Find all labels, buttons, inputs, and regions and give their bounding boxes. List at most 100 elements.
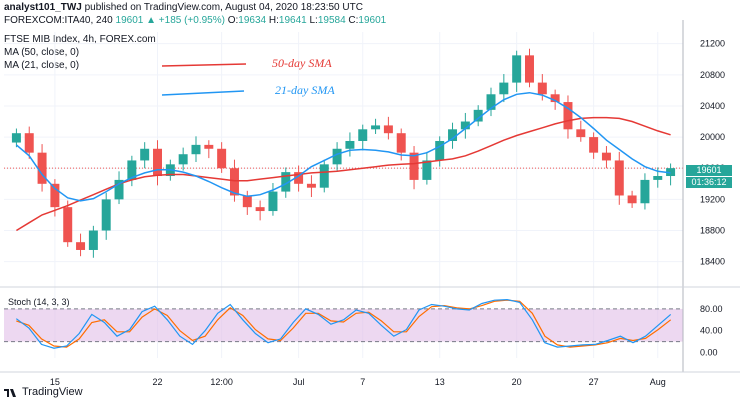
candle-body — [242, 195, 252, 208]
time-tick-label: 12:00 — [210, 377, 233, 387]
candle-body — [88, 230, 98, 250]
price-tick-label: 18400 — [700, 257, 725, 267]
candle-body — [229, 168, 239, 196]
candle-body — [101, 199, 111, 231]
legend-sma21-label: 21-day SMA — [275, 83, 335, 97]
candle-body — [601, 152, 611, 161]
time-tick-label: 20 — [512, 377, 522, 387]
time-tick-label: Jul — [293, 377, 305, 387]
candle-body — [371, 125, 381, 130]
symbol-line: FOREXCOM:ITA40, 240 19601 ▲ +185 (+0.95%… — [4, 15, 386, 26]
candle-body — [409, 152, 419, 180]
candle-body — [204, 144, 214, 149]
last-price-tag: 19601 — [686, 165, 732, 176]
tradingview-logo-icon — [4, 389, 16, 397]
candle-body — [268, 191, 278, 212]
stoch-k-line — [15, 298, 672, 349]
countdown-tag: 01:36:12 — [686, 177, 732, 188]
candle-body — [396, 133, 406, 153]
candle-body — [63, 207, 73, 243]
candle-body — [627, 195, 637, 204]
candle-body — [460, 121, 470, 130]
candle-body — [383, 125, 393, 134]
stochastic-panel: Stoch (14, 3, 3) — [4, 297, 683, 349]
candle-body — [563, 102, 573, 130]
candle-body — [550, 94, 560, 103]
high-label: H: — [268, 15, 279, 26]
price-tick-label: 19200 — [700, 194, 725, 204]
author-name[interactable]: analyst101_TWJ — [4, 2, 82, 13]
legend-sma50-swatch — [161, 63, 247, 67]
close-value: 19601 — [358, 15, 387, 26]
open-value: 19634 — [238, 15, 267, 26]
candle-body — [666, 168, 676, 177]
candle-body — [512, 55, 522, 83]
candle-body — [37, 152, 47, 184]
candle-body — [11, 133, 21, 143]
price-tick-label: 18800 — [700, 226, 725, 236]
candle-body — [140, 148, 150, 161]
candle-body — [640, 179, 650, 204]
sma-lines — [15, 91, 671, 232]
legend-sma50-label: 50-day SMA — [272, 56, 332, 70]
stoch-title: Stoch (14, 3, 3) — [8, 297, 70, 307]
candle-body — [422, 160, 432, 180]
low-label: L: — [309, 15, 318, 26]
price-tick-label: 20800 — [700, 70, 725, 80]
stoch-tick-label: 80.00 — [700, 304, 723, 314]
candle-body — [76, 242, 86, 250]
time-tick-label: Aug — [650, 377, 666, 387]
legend-sma21-swatch — [161, 90, 245, 96]
candle-body — [178, 154, 188, 165]
candle-body — [306, 183, 316, 188]
candle-body — [294, 172, 304, 184]
price-change: 19601 ▲ +185 (+0.95%) — [115, 15, 225, 26]
stoch-tick-label: 40.00 — [700, 326, 723, 336]
candle-body — [589, 137, 599, 153]
candle-body — [473, 109, 483, 122]
price-tick-label: 21200 — [700, 39, 725, 49]
low-value: 19584 — [317, 15, 346, 26]
index-name: FTSE MIB Index, 4h, FOREX.com — [4, 34, 156, 45]
ma50-label: MA (50, close, 0) — [4, 47, 80, 58]
candle-body — [358, 129, 368, 141]
candle-body — [114, 179, 124, 200]
candle-body — [486, 94, 496, 110]
sma50-line — [16, 116, 671, 232]
price-tick-label: 20400 — [700, 101, 725, 111]
candle-body — [153, 148, 162, 177]
candle-body — [127, 160, 137, 180]
candle-body — [255, 207, 265, 212]
candle-body — [345, 140, 355, 149]
candle-body — [50, 183, 60, 208]
candle-body — [537, 82, 547, 95]
axes: 1840018800192001960020000204002080021200… — [0, 20, 740, 387]
time-tick-label: 22 — [153, 377, 163, 387]
candle-body — [24, 133, 34, 153]
candle-body — [653, 176, 663, 180]
candles — [11, 48, 676, 258]
symbol-name: FOREXCOM:ITA40, 240 — [4, 15, 113, 26]
sma21-line — [15, 91, 671, 202]
candle-body — [614, 160, 624, 196]
candle-body — [525, 55, 534, 83]
brand-name: TradingView — [22, 386, 83, 398]
time-tick-label: 27 — [589, 377, 599, 387]
candle-body — [448, 129, 458, 141]
tradingview-logo[interactable]: TradingView — [4, 386, 83, 398]
publish-info: analyst101_TWJ published on TradingView.… — [4, 2, 363, 13]
candle-body — [499, 82, 509, 95]
ma21-label: MA (21, close, 0) — [4, 60, 80, 71]
stoch-band-fill — [4, 308, 683, 342]
time-tick-label: 15 — [50, 377, 60, 387]
candle-body — [191, 144, 201, 155]
price-tick-label: 20000 — [700, 132, 725, 142]
candle-body — [576, 129, 586, 138]
candle-body — [281, 172, 291, 192]
candle-body — [319, 164, 329, 188]
candle-body — [332, 148, 342, 165]
open-label: O: — [227, 15, 239, 26]
stoch-tick-label: 0.00 — [700, 348, 718, 358]
